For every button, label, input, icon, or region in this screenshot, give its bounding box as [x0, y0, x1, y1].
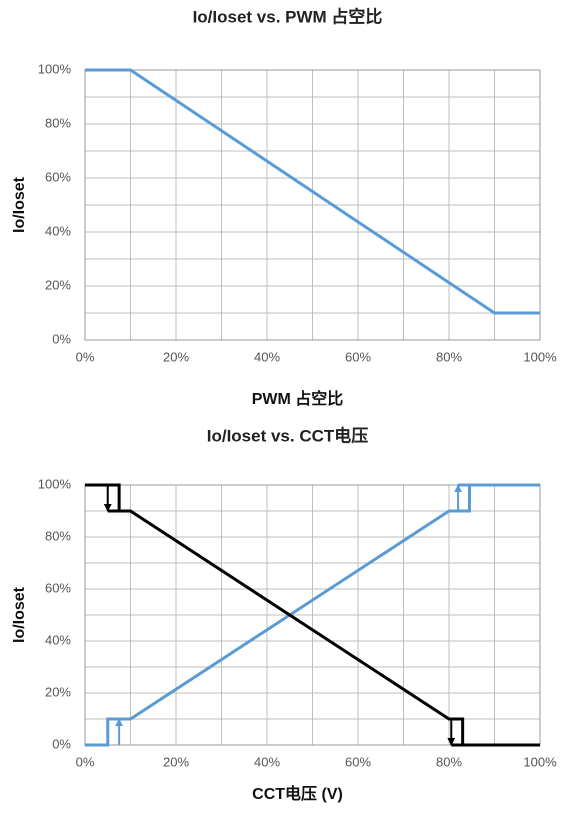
y-tick-label: 20%: [45, 277, 71, 292]
x-tick-label: 80%: [436, 754, 462, 769]
y-tick-label: 80%: [45, 528, 71, 543]
y-tick-label: 100%: [38, 61, 72, 76]
x-tick-label: 100%: [523, 754, 557, 769]
x-tick-label: 20%: [163, 349, 189, 364]
x-tick-label: 0%: [76, 349, 95, 364]
plot-border: [84, 69, 541, 341]
y-tick-label: 40%: [45, 223, 71, 238]
x-tick-label: 80%: [436, 349, 462, 364]
y-tick-label: 0%: [52, 331, 71, 346]
data-line: [85, 483, 540, 747]
x-tick-label: 40%: [254, 754, 280, 769]
chart-title: Io/Ioset vs. PWM 占空比: [193, 6, 383, 26]
y-tick-label: 60%: [45, 580, 71, 595]
x-tick-label: 100%: [523, 349, 557, 364]
x-tick-label: 60%: [345, 754, 371, 769]
y-tick-label: 100%: [38, 476, 72, 491]
y-axis-label: Io/Ioset: [11, 586, 28, 643]
x-tick-label: 20%: [163, 754, 189, 769]
y-axis-label: Io/Ioset: [11, 176, 28, 233]
x-axis-label: PWM 占空比: [252, 389, 344, 408]
data-line: [85, 68, 540, 315]
chart-title: Io/Ioset vs. CCT电压: [207, 425, 369, 445]
y-tick-label: 0%: [52, 736, 71, 751]
x-tick-label: 0%: [76, 754, 95, 769]
y-tick-label: 20%: [45, 684, 71, 699]
y-tick-label: 60%: [45, 169, 71, 184]
x-tick-label: 60%: [345, 349, 371, 364]
y-tick-label: 40%: [45, 632, 71, 647]
x-tick-label: 40%: [254, 349, 280, 364]
y-tick-label: 80%: [45, 115, 71, 130]
x-axis-label: CCT电压 (V): [252, 784, 343, 803]
plot-border: [84, 484, 541, 746]
